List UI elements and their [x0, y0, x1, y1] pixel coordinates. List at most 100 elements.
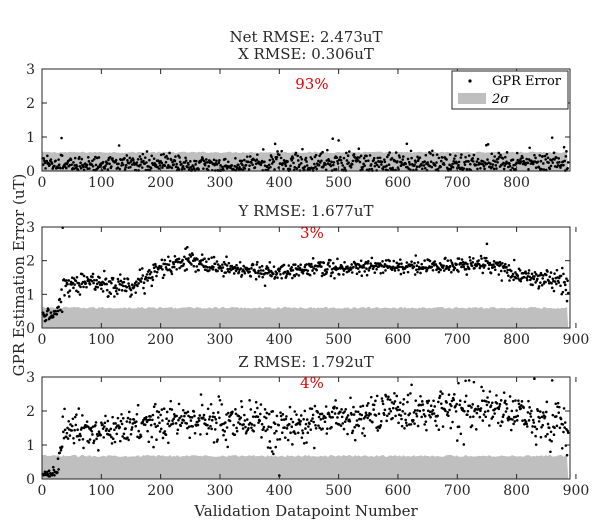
data-point [372, 156, 376, 160]
data-point [399, 401, 402, 404]
data-point [476, 157, 480, 161]
data-point [493, 268, 497, 272]
data-point [498, 402, 502, 406]
data-point [297, 274, 301, 277]
data-point [355, 419, 359, 422]
data-point [336, 159, 339, 163]
data-point [302, 168, 306, 171]
data-point [191, 164, 195, 168]
y-tick-label: 1 [26, 438, 35, 454]
data-point [287, 264, 291, 267]
data-point [163, 164, 167, 167]
y-tick-label: 3 [26, 220, 35, 236]
data-point [291, 420, 295, 424]
x-tick-label: 900 [563, 483, 590, 499]
data-point [72, 436, 75, 440]
data-point [301, 431, 305, 435]
data-point [172, 417, 175, 421]
data-point [294, 151, 298, 155]
data-point [490, 401, 494, 405]
data-point [367, 414, 371, 417]
data-point [197, 419, 201, 422]
data-point [441, 392, 444, 396]
data-point [482, 413, 486, 416]
data-point [150, 154, 154, 158]
data-point [298, 163, 301, 167]
data-point [326, 427, 329, 431]
data-point [476, 167, 479, 171]
data-point [208, 269, 211, 272]
data-point [535, 427, 539, 431]
data-point [102, 436, 105, 439]
data-point [410, 263, 414, 267]
data-point [186, 426, 189, 430]
data-point [137, 429, 140, 433]
data-point [139, 157, 143, 161]
data-point [564, 155, 568, 158]
data-point [205, 158, 208, 161]
data-point [219, 164, 222, 167]
data-point [256, 415, 260, 419]
data-point [121, 284, 125, 288]
data-point [191, 253, 194, 257]
data-point [68, 434, 72, 437]
data-point [418, 156, 422, 160]
data-point [122, 280, 126, 284]
data-point [126, 416, 130, 420]
data-point [528, 275, 531, 279]
data-point [215, 163, 219, 166]
data-point [304, 422, 308, 426]
data-point [441, 266, 445, 269]
data-point [565, 150, 568, 153]
data-point [150, 284, 154, 288]
data-point [200, 263, 203, 266]
data-point [104, 414, 107, 418]
data-point [544, 158, 547, 161]
data-point [463, 400, 467, 404]
data-point [249, 408, 253, 411]
y-tick-label: 2 [26, 404, 35, 420]
data-point [502, 161, 505, 165]
data-point [268, 261, 272, 264]
data-point [472, 160, 475, 163]
data-point [472, 153, 476, 157]
data-point [550, 136, 554, 139]
data-point [566, 279, 569, 283]
y-tick-label: 0 [26, 321, 35, 337]
data-point [59, 166, 62, 170]
data-point [334, 167, 338, 171]
data-point [510, 409, 514, 413]
data-point [190, 263, 193, 266]
data-point [110, 442, 114, 445]
data-point [450, 270, 453, 274]
data-point [485, 242, 489, 246]
data-point [373, 271, 377, 274]
data-point [271, 157, 275, 161]
data-point [407, 160, 411, 164]
data-point [159, 413, 162, 417]
data-point [173, 265, 176, 269]
data-point [470, 264, 474, 268]
data-point [63, 407, 66, 411]
coverage-percent: 93% [295, 75, 328, 93]
data-point [240, 273, 244, 277]
data-point [232, 423, 235, 427]
data-point [450, 404, 453, 408]
data-point [130, 163, 134, 166]
data-point [66, 437, 70, 440]
data-point [299, 263, 302, 266]
data-point [149, 270, 153, 274]
data-point [129, 418, 132, 421]
data-point [224, 438, 228, 442]
data-point [105, 161, 109, 165]
data-point [161, 166, 164, 169]
data-point [101, 427, 105, 430]
data-point [540, 167, 543, 171]
data-point [160, 258, 164, 262]
data-point [525, 278, 529, 282]
data-point [117, 162, 120, 166]
data-point [226, 411, 230, 415]
data-point [255, 263, 259, 266]
data-point [389, 410, 393, 413]
data-point [299, 155, 302, 159]
